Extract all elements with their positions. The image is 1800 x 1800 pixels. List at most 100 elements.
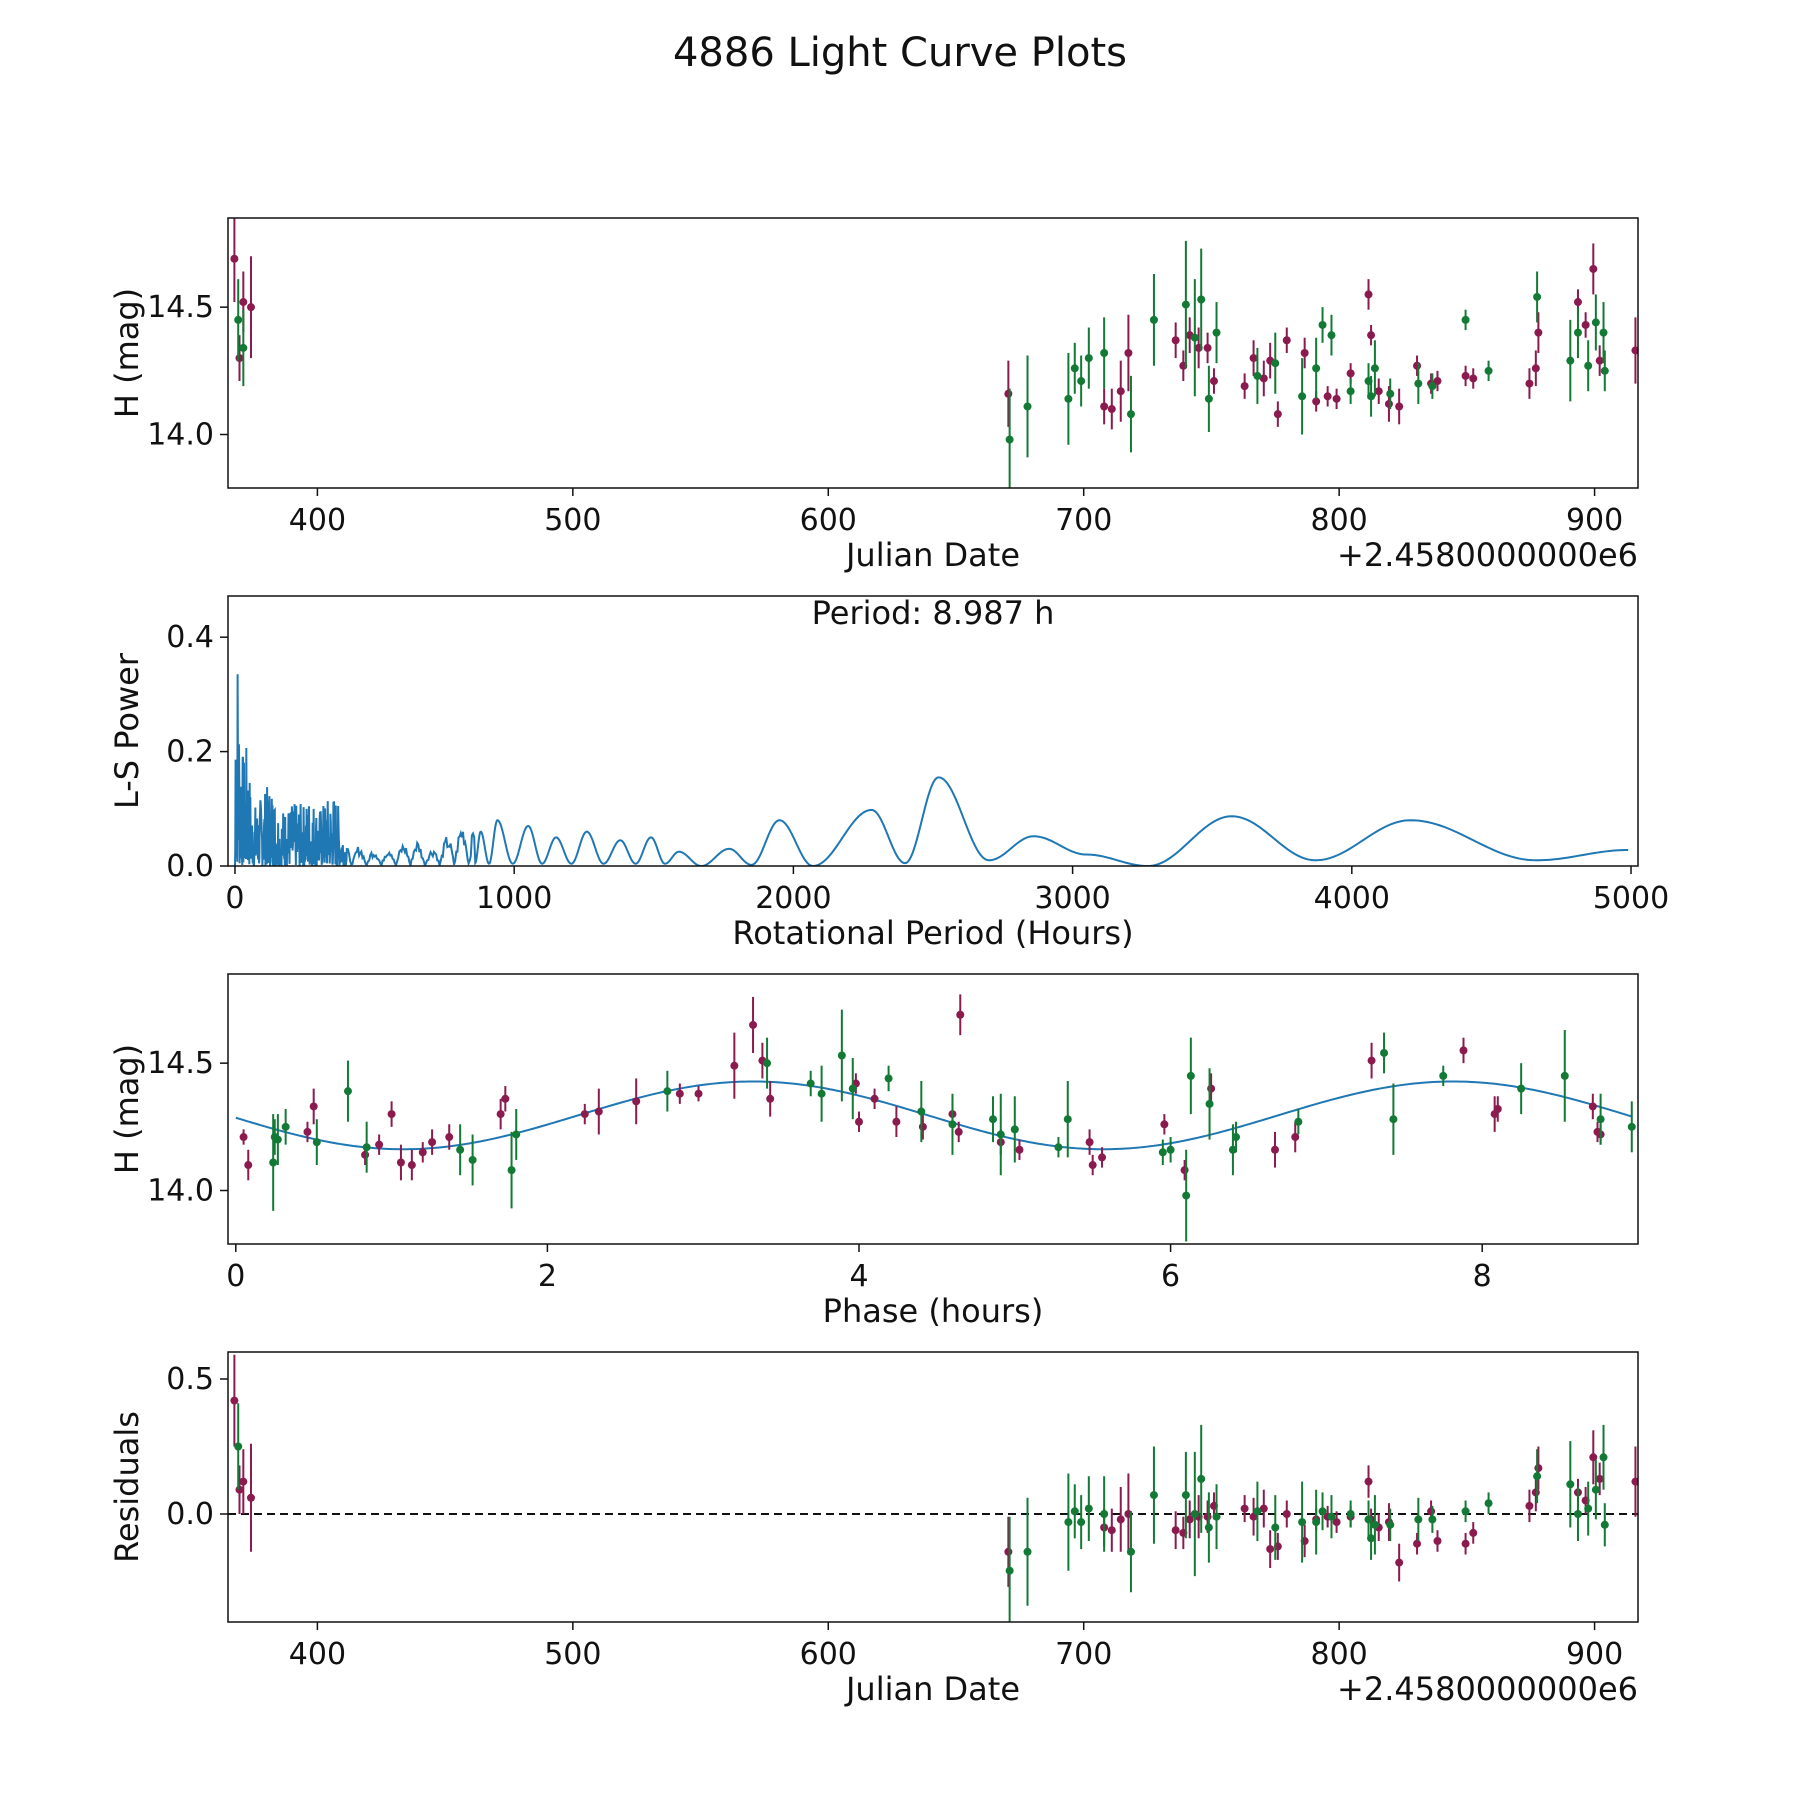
axes-frame xyxy=(227,973,1639,1245)
data-point-g xyxy=(1149,315,1158,324)
data-point-g xyxy=(1023,1547,1032,1556)
data-point-g xyxy=(1228,1145,1237,1154)
data-point-r xyxy=(918,1122,927,1131)
data-point-r xyxy=(1107,1526,1116,1535)
data-point-r xyxy=(303,1127,312,1136)
x-tick-label: 800 xyxy=(1311,1637,1368,1672)
data-point-r xyxy=(1171,336,1180,345)
data-point-g xyxy=(1054,1143,1063,1152)
data-point-r xyxy=(1332,394,1341,403)
data-point-r xyxy=(246,1493,255,1502)
data-point-r xyxy=(1323,392,1332,401)
periodogram-line xyxy=(233,674,1629,866)
data-point-g xyxy=(507,1166,516,1175)
data-point-g xyxy=(1389,1115,1398,1124)
data-point-g xyxy=(1327,1512,1336,1521)
data-point-g xyxy=(1346,1510,1355,1518)
data-point-g xyxy=(1253,1507,1262,1516)
data-point-g xyxy=(917,1107,926,1116)
data-point-g xyxy=(1205,1099,1214,1108)
data-point-g xyxy=(1023,402,1032,411)
x-axis-label: Rotational Period (Hours) xyxy=(732,914,1133,952)
x-tick-label: 400 xyxy=(289,1637,346,1672)
data-point-g xyxy=(1461,1507,1470,1516)
data-point-g xyxy=(1599,1453,1608,1462)
data-point-g xyxy=(1370,1520,1379,1529)
data-point-g xyxy=(1126,410,1135,419)
data-point-r xyxy=(1374,387,1383,396)
y-axis-label: L-S Power xyxy=(108,652,146,809)
data-point-g xyxy=(1100,349,1109,357)
data-point-r xyxy=(239,298,248,307)
data-point-g xyxy=(1386,1520,1395,1529)
y-tick-label: 14.5 xyxy=(147,290,214,325)
y-tick-label: 0.5 xyxy=(166,1362,214,1397)
data-point-r xyxy=(1461,1539,1470,1548)
x-tick-label: 400 xyxy=(289,503,346,538)
y-tick-label: 0.0 xyxy=(166,1497,214,1532)
x-tick-label: 800 xyxy=(1311,503,1368,538)
data-point-g xyxy=(1596,1115,1605,1124)
data-point-g xyxy=(1584,361,1593,370)
data-point-r xyxy=(1085,1138,1094,1147)
x-tick-label: 1000 xyxy=(476,881,552,916)
axes-frame xyxy=(227,217,1639,489)
x-tick-label: 900 xyxy=(1566,503,1623,538)
y-tick-label: 14.5 xyxy=(147,1046,214,1081)
data-point-g xyxy=(1428,382,1437,391)
data-point-g xyxy=(234,315,243,324)
residuals-panel: 400 500 600 700 800 900 0.0 0.5 Julian Date Resid… xyxy=(108,1351,1639,1708)
data-point-g xyxy=(763,1059,772,1068)
data-point-r xyxy=(235,354,244,363)
data-point-g xyxy=(1181,1491,1190,1500)
data-point-g xyxy=(1573,1510,1582,1518)
data-point-r xyxy=(1384,399,1393,408)
data-point-r xyxy=(1413,1539,1422,1548)
data-point-r xyxy=(1433,1537,1442,1545)
data-point-r xyxy=(1631,346,1638,355)
data-point-g xyxy=(1197,295,1206,304)
data-point-g xyxy=(1312,364,1321,373)
data-point-r xyxy=(1595,1474,1604,1483)
data-point-g xyxy=(1271,359,1280,368)
data-point-r xyxy=(632,1097,641,1106)
data-point-r xyxy=(1259,374,1268,383)
data-point-g xyxy=(663,1087,672,1096)
data-point-g xyxy=(1064,394,1073,403)
data-point-g xyxy=(1414,379,1423,388)
data-point-r xyxy=(1209,377,1218,386)
x-offset-label: +2.4580000000e6 xyxy=(1337,536,1638,574)
data-point-r xyxy=(870,1094,879,1103)
data-point-g xyxy=(1064,1518,1073,1527)
data-point-r xyxy=(1180,1166,1189,1175)
data-point-r xyxy=(1300,349,1309,357)
x-tick-label: 8 xyxy=(1473,1259,1492,1294)
data-point-g xyxy=(1367,392,1376,401)
data-point-r xyxy=(375,1140,384,1149)
data-point-g xyxy=(1600,1520,1609,1529)
data-point-g xyxy=(456,1145,465,1154)
data-point-r xyxy=(1015,1145,1024,1154)
data-point-g xyxy=(1010,1125,1019,1134)
data-point-g xyxy=(1533,292,1542,301)
y-axis-label: H (mag) xyxy=(108,288,146,418)
data-point-g xyxy=(1084,354,1093,363)
data-point-r xyxy=(246,303,255,312)
data-point-r xyxy=(1312,397,1321,406)
data-point-r xyxy=(580,1110,589,1119)
data-point-r xyxy=(1459,1046,1468,1055)
data-point-g xyxy=(996,1130,1005,1139)
data-point-r xyxy=(1124,349,1133,357)
data-point-g xyxy=(1584,1504,1593,1513)
data-point-r xyxy=(694,1089,703,1098)
light-curve-panel: 400 500 600 700 800 900 14.0 14.5 Julian Date H (… xyxy=(108,217,1639,574)
y-tick-label: 0.2 xyxy=(166,735,214,770)
data-point-r xyxy=(1493,1105,1502,1113)
data-point-g xyxy=(1204,394,1213,403)
data-point-r xyxy=(1249,354,1258,363)
data-point-g xyxy=(1077,377,1086,386)
data-point-r xyxy=(1364,290,1373,299)
data-point-r xyxy=(1116,1515,1125,1524)
data-point-r xyxy=(730,1061,739,1070)
